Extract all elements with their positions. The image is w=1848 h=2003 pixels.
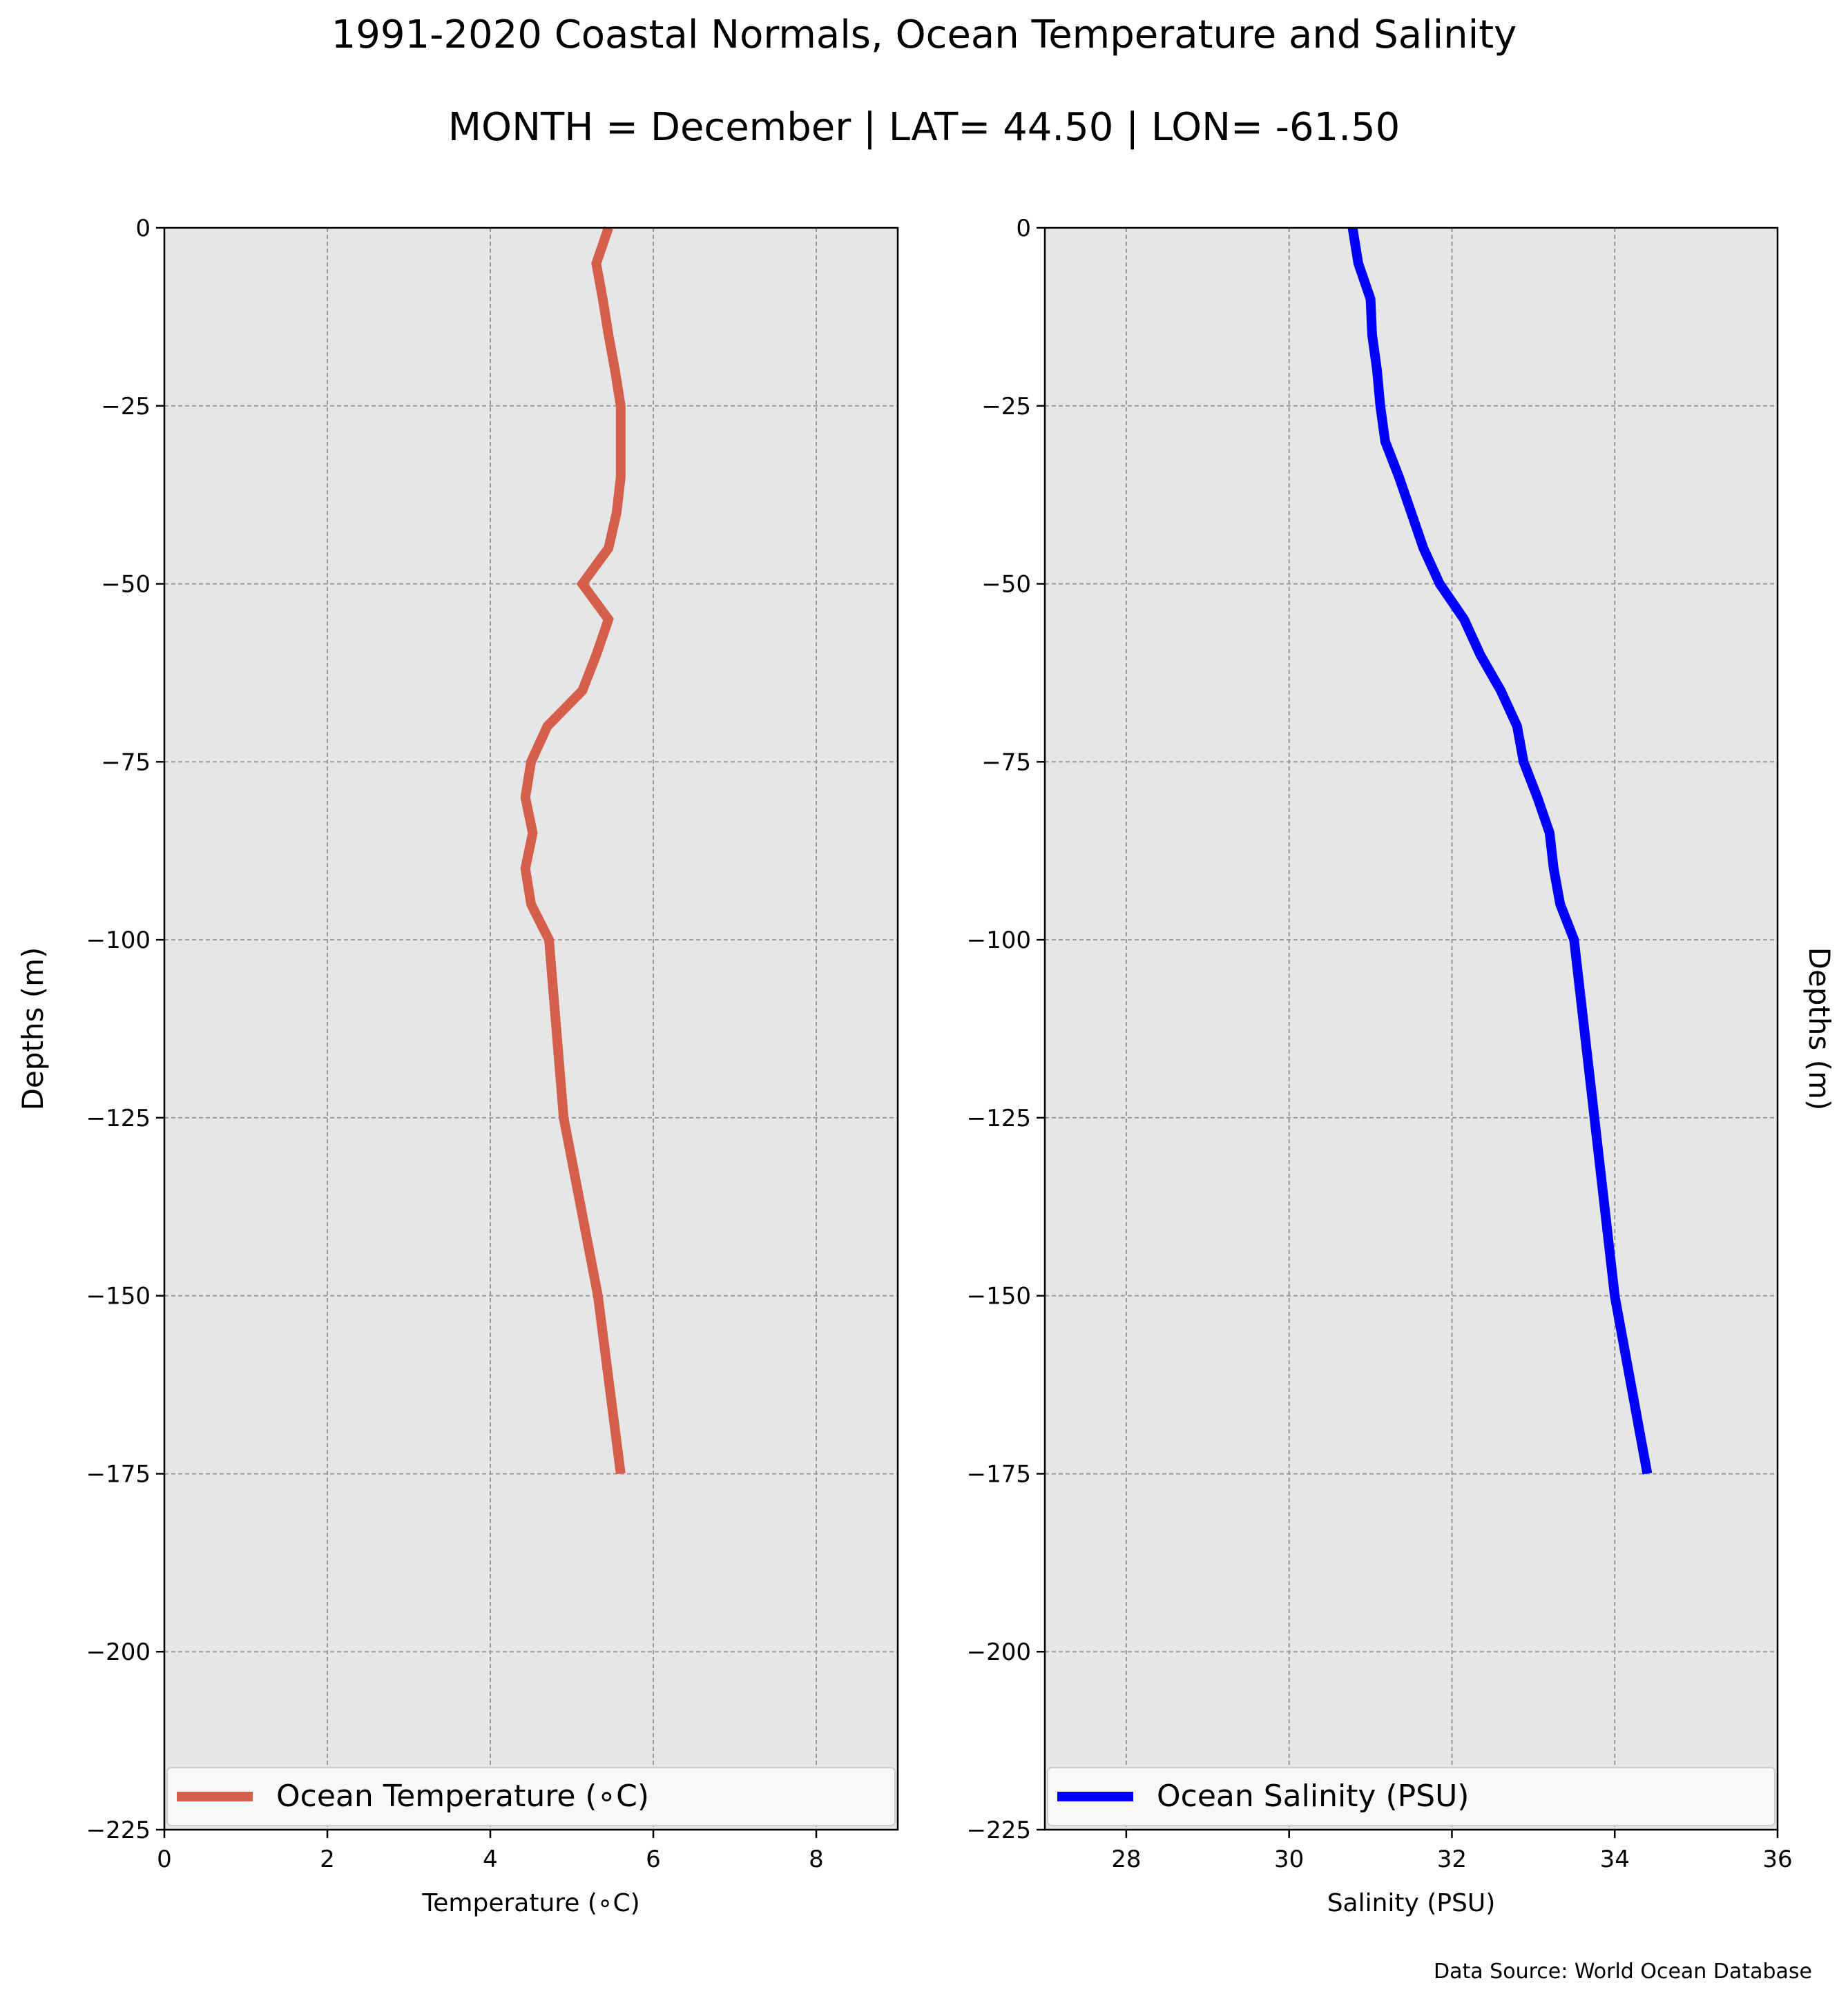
- y-tick-label: −150: [967, 1283, 1031, 1310]
- plot-area: [164, 228, 898, 1830]
- y-tick-label: −175: [967, 1460, 1031, 1488]
- x-tick-label: 32: [1437, 1846, 1467, 1873]
- x-tick-label: 28: [1111, 1846, 1141, 1873]
- y-tick-label: −100: [86, 927, 151, 954]
- data-source-note: Data Source: World Ocean Database: [1434, 1960, 1812, 1984]
- x-tick-label: 8: [809, 1846, 824, 1873]
- x-tick-label: 4: [483, 1846, 498, 1873]
- x-tick-label: 30: [1274, 1846, 1304, 1873]
- y-tick-label: −25: [101, 393, 151, 420]
- x-tick-label: 2: [320, 1846, 335, 1873]
- y-tick-label: −75: [981, 748, 1031, 776]
- plot-frame: [1043, 226, 1779, 1831]
- y-tick-label: −125: [86, 1105, 151, 1132]
- x-tick-label: 36: [1762, 1846, 1792, 1873]
- y-tick-label: −50: [101, 571, 151, 599]
- y-tick-label: 0: [1016, 215, 1031, 242]
- legend-box: [166, 1767, 896, 1826]
- x-tick-label: 34: [1600, 1846, 1630, 1873]
- salinity-panel: 0 −25 −50 −75 −100 −125 −150 −175 −200 −225 28 30 32…: [967, 215, 1836, 1917]
- legend-label: Ocean Salinity (PSU): [1157, 1779, 1469, 1814]
- y-tick-label: −50: [981, 571, 1031, 599]
- x-axis-label: Salinity (PSU): [1327, 1889, 1496, 1917]
- legend-label: Ocean Temperature (∘C): [276, 1779, 649, 1814]
- x-axis-label: Temperature (∘C): [421, 1889, 639, 1917]
- y-tick-label: −100: [967, 927, 1031, 954]
- legend: Ocean Salinity (PSU): [1047, 1767, 1775, 1826]
- y-tick-label: 0: [135, 215, 151, 242]
- y-tick-label: −25: [981, 393, 1031, 420]
- chart-subtitle: MONTH = December | LAT= 44.50 | LON= -61…: [447, 105, 1401, 150]
- series-line: [520, 226, 626, 1475]
- y-axis-label: Depths (m): [1802, 947, 1836, 1111]
- x-tick-label: 6: [646, 1846, 661, 1873]
- legend-box: [1047, 1767, 1775, 1826]
- y-tick-label: −225: [86, 1817, 151, 1844]
- series-line: [1347, 226, 1653, 1475]
- y-tick-label: −75: [101, 748, 151, 776]
- y-tick-label: −200: [967, 1638, 1031, 1666]
- plot-area: [1045, 228, 1778, 1830]
- plot-frame: [163, 226, 899, 1831]
- y-tick-label: −125: [967, 1105, 1031, 1132]
- y-tick-label: −200: [86, 1638, 151, 1666]
- y-tick-label: −150: [86, 1283, 151, 1310]
- y-axis-label: Depths (m): [16, 947, 50, 1111]
- legend: Ocean Temperature (∘C): [166, 1767, 896, 1826]
- y-tick-label: −175: [86, 1460, 151, 1488]
- y-tick-label: −225: [967, 1817, 1031, 1844]
- chart-title: 1991-2020 Coastal Normals, Ocean Tempera…: [331, 12, 1517, 57]
- x-tick-label: 0: [157, 1846, 172, 1873]
